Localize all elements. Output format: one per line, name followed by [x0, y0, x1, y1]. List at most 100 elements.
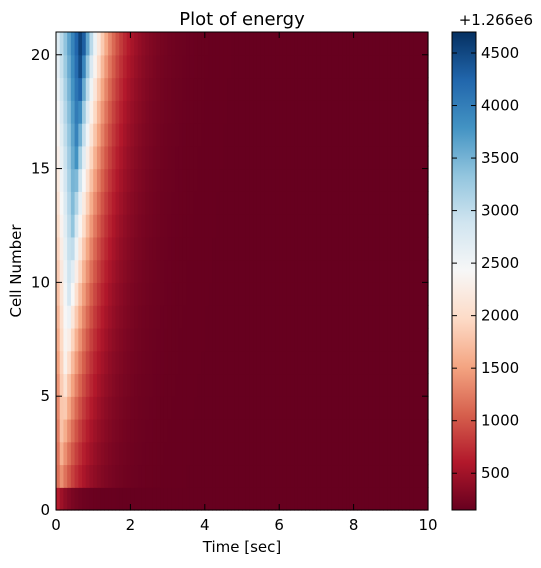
plot-frame [55, 31, 429, 511]
heatmap-cell [171, 441, 176, 466]
heatmap-cell [420, 282, 425, 306]
heatmap-cell [275, 282, 280, 306]
heatmap-cell [134, 418, 139, 443]
heatmap-cell [379, 464, 384, 488]
heatmap-cell [234, 305, 239, 329]
heatmap-cell [353, 418, 358, 443]
heatmap-cell [253, 464, 258, 488]
heatmap-cell [145, 100, 150, 124]
heatmap-cell [286, 77, 291, 101]
heatmap-cell [182, 373, 187, 397]
heatmap-cell [223, 54, 228, 79]
heatmap-cell [163, 259, 169, 283]
heatmap-cell [197, 327, 202, 352]
heatmap-cell [115, 100, 120, 124]
heatmap-cell [409, 145, 414, 170]
heatmap-cell [390, 396, 396, 420]
heatmap-cell [264, 145, 269, 170]
heatmap-cell [67, 487, 72, 511]
heatmap-cell [104, 487, 109, 511]
heatmap-cell [204, 487, 210, 511]
heatmap-cell [152, 282, 158, 306]
heatmap-cell [119, 282, 124, 306]
heatmap-cell [208, 123, 213, 147]
heatmap-cell [163, 373, 169, 397]
heatmap-cell [201, 282, 206, 306]
heatmap-cell [89, 305, 94, 329]
heatmap-cell [349, 100, 355, 124]
heatmap-cell [227, 350, 232, 375]
heatmap-cell [316, 487, 321, 511]
heatmap-cell [342, 350, 347, 375]
heatmap-cell [163, 418, 169, 443]
heatmap-cell [242, 441, 247, 466]
heatmap-cell [74, 168, 79, 192]
heatmap-cell [100, 282, 105, 306]
heatmap-cell [327, 100, 332, 124]
heatmap-cell [387, 418, 392, 443]
heatmap-cell [227, 77, 232, 101]
heatmap-cell [167, 282, 172, 306]
heatmap-cell [119, 168, 124, 192]
heatmap-cell [122, 464, 128, 488]
heatmap-cell [238, 32, 243, 56]
heatmap-cell [398, 441, 403, 466]
heatmap-cell [197, 32, 202, 56]
heatmap-cell [349, 441, 355, 466]
heatmap-cell [115, 282, 120, 306]
heatmap-cell [212, 373, 217, 397]
heatmap-cell [115, 396, 120, 420]
heatmap-cell [238, 236, 243, 261]
heatmap-cell [245, 396, 251, 420]
heatmap-cell [323, 259, 329, 283]
heatmap-cell [234, 145, 239, 170]
heatmap-cell [301, 191, 306, 215]
heatmap-cell [260, 282, 265, 306]
heatmap-cell [286, 418, 291, 443]
heatmap-cell [59, 282, 65, 306]
heatmap-cell [305, 168, 310, 192]
heatmap-cell [413, 305, 418, 329]
heatmap-cell [141, 487, 146, 511]
heatmap-cell [230, 123, 236, 147]
heatmap-cell [338, 77, 344, 101]
heatmap-cell [104, 168, 109, 192]
heatmap-cell [122, 487, 128, 511]
y-tick-label: 20 [31, 46, 50, 64]
heatmap-cell [331, 418, 336, 443]
heatmap-cell [379, 373, 384, 397]
heatmap-cell [74, 259, 79, 283]
heatmap-cell [152, 32, 158, 56]
heatmap-cell [308, 305, 314, 329]
heatmap-cell [182, 487, 187, 511]
heatmap-cell [335, 100, 340, 124]
heatmap-cell [67, 54, 72, 79]
heatmap-cell [89, 145, 94, 170]
heatmap-cell [335, 396, 340, 420]
heatmap-cell [279, 123, 284, 147]
heatmap-cell [141, 259, 146, 283]
heatmap-cell [401, 168, 407, 192]
heatmap-cell [282, 54, 288, 79]
heatmap-cell [219, 100, 224, 124]
heatmap-cell [100, 191, 105, 215]
heatmap-cell [82, 487, 87, 511]
heatmap-cell [253, 418, 258, 443]
heatmap-cell [197, 441, 202, 466]
heatmap-cell [301, 350, 306, 375]
heatmap-cell [409, 441, 414, 466]
heatmap-cell [372, 282, 377, 306]
heatmap-cell [424, 145, 429, 170]
heatmap-cell [212, 327, 217, 352]
heatmap-cell [290, 305, 295, 329]
heatmap-cell [424, 327, 429, 352]
heatmap-cell [89, 259, 94, 283]
heatmap-cell [413, 487, 418, 511]
heatmap-cell [253, 191, 258, 215]
heatmap-cell [119, 327, 124, 352]
heatmap-cell [349, 305, 355, 329]
heatmap-cell [122, 350, 128, 375]
heatmap-cell [160, 77, 165, 101]
heatmap-cell [96, 282, 102, 306]
